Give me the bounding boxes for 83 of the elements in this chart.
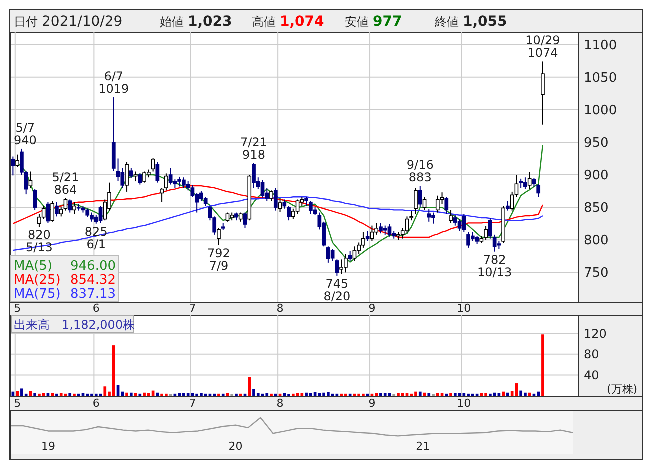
x-tick-label: 10 (457, 302, 472, 315)
annotation: 10/29 1074 (526, 34, 560, 60)
x-tick-label: 9 (368, 302, 376, 315)
annotation: 825 6/1 (84, 224, 108, 252)
bar (256, 393, 260, 396)
bar (528, 392, 532, 396)
bar (60, 393, 63, 396)
bar (484, 393, 488, 396)
y-tick-label: 120 (584, 326, 607, 341)
annotation: 782 10/13 (478, 252, 512, 280)
annotation: 5/7 940 (14, 120, 37, 148)
bar (462, 393, 466, 396)
x-tick-label: 6 (92, 302, 100, 315)
x-tick-label: 9 (368, 397, 376, 410)
y-tick-label: 800 (584, 234, 609, 249)
text: 977 (373, 14, 402, 30)
bar (16, 391, 19, 396)
text: 高値 (252, 15, 276, 29)
bar (126, 392, 128, 396)
bar (436, 393, 440, 396)
y-tick-label: 950 (584, 136, 609, 151)
annotation: 792 7/9 (208, 246, 230, 273)
bar (248, 377, 252, 396)
text: 1,074 (280, 14, 325, 30)
y-tick-label: 1100 (584, 38, 618, 54)
chart-title: 出来高 1,182,000株 (14, 318, 136, 332)
bar (51, 393, 54, 396)
bar (506, 392, 510, 396)
text: 1,055 (463, 14, 508, 30)
bar (450, 393, 452, 396)
bar (384, 393, 387, 396)
text: 1,023 (188, 14, 232, 30)
text: 終値 (434, 15, 459, 29)
x-tick-label: 21 (416, 440, 430, 453)
bar (147, 393, 150, 396)
legend: MA(5) 946.00 MA(25) 854.32 MA(75) 837.13 (10, 256, 120, 302)
x-tick-label: 19 (41, 440, 56, 453)
x-tick-label: 6 (92, 397, 100, 410)
x-tick-label: 5 (14, 302, 22, 315)
y-tick-label: 1050 (584, 70, 618, 86)
y-tick-label: 1000 (584, 103, 618, 118)
text: 始値 (160, 15, 184, 29)
annotation: 6/7 1019 (98, 70, 130, 96)
bar (401, 393, 404, 396)
x-tick-label: 5 (14, 397, 22, 410)
y-tick-label: 850 (584, 201, 609, 216)
bar (537, 392, 540, 396)
x-tick-label: 8 (276, 302, 284, 315)
bar (375, 393, 378, 396)
annotation: 7/21 918 (240, 135, 268, 162)
bar (542, 334, 544, 396)
bar (266, 393, 269, 396)
bar (104, 386, 107, 396)
y-axis-title: (万株) (607, 383, 638, 396)
y-tick-label: 40 (584, 368, 600, 382)
bar (418, 392, 422, 396)
bar (112, 346, 116, 396)
bar (283, 393, 286, 396)
bar (502, 392, 505, 396)
annotation: 9/16 883 (406, 158, 434, 185)
bar (300, 393, 304, 396)
x-tick-label: 10 (457, 397, 472, 410)
bar (68, 393, 72, 396)
bar (20, 388, 24, 396)
bar (309, 393, 312, 396)
y-tick-label: 900 (584, 168, 609, 184)
y-tick-label: 80 (584, 348, 600, 362)
bar (34, 393, 37, 396)
text: 安値 (345, 15, 369, 29)
bar (42, 393, 46, 396)
x-tick-label: 7 (189, 302, 196, 315)
annotation: 5/21 864 (52, 170, 80, 197)
bar (520, 390, 523, 396)
text: 2021/10/29 (42, 14, 123, 30)
bar (428, 393, 431, 396)
x-tick-label: 8 (276, 397, 284, 410)
text: 日付 (14, 15, 38, 29)
annotation: 745 8/20 (324, 276, 351, 304)
x-tick-label: 7 (189, 397, 196, 410)
x-tick-label: 20 (228, 440, 243, 453)
bar (130, 392, 133, 396)
bar (454, 393, 457, 396)
y-tick-label: 750 (584, 266, 609, 282)
